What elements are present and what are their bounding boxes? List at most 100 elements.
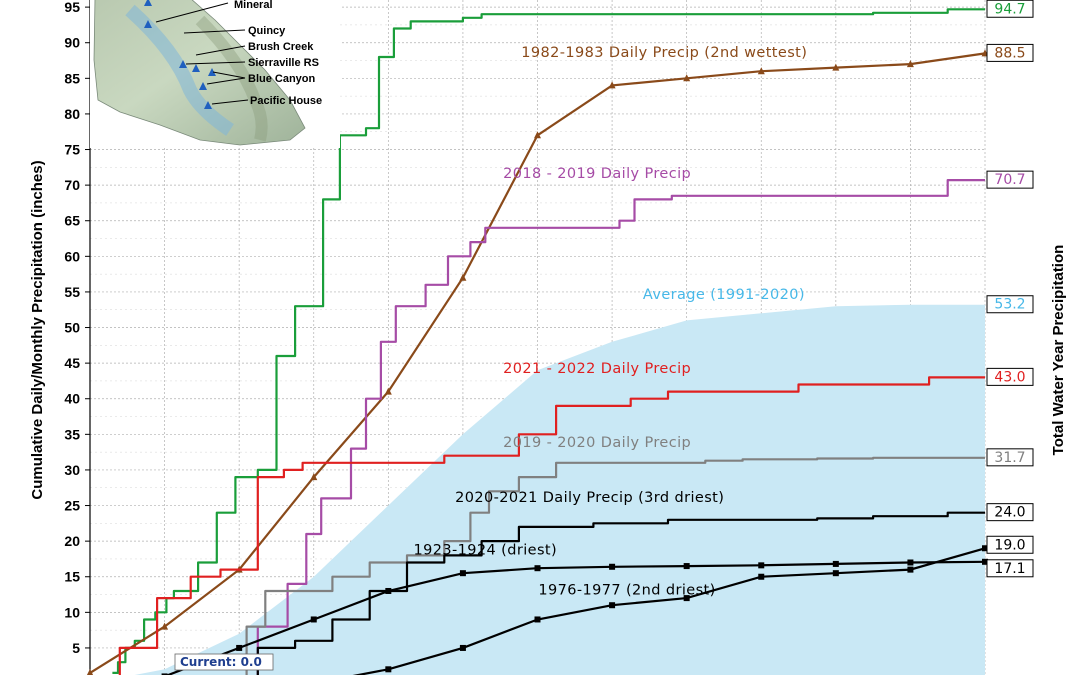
- end-value-label: 19.0: [994, 537, 1025, 553]
- series-marker: [161, 622, 169, 630]
- series-marker: [459, 644, 466, 651]
- end-value-label: 31.7: [994, 450, 1025, 466]
- end-value-box: [986, 295, 1034, 314]
- series-marker: [683, 595, 690, 602]
- series-marker: [384, 387, 392, 395]
- end-value-label: 53.2: [994, 297, 1025, 313]
- y-tick-label: 50: [64, 320, 80, 336]
- map-pointers: [155, 2, 249, 105]
- map-mountains: [195, 15, 268, 142]
- series-marker: [385, 587, 392, 594]
- end-value-box: [986, 535, 1034, 554]
- series-annotation: 2018 - 2019 Daily Precip: [503, 166, 691, 182]
- station-label-sierraville: Sierraville RS: [248, 57, 319, 69]
- series-annotation: 1982-1983 Daily Precip (2nd wettest): [521, 45, 807, 61]
- series-marker: [459, 273, 467, 281]
- y-tick-label: 15: [64, 569, 80, 585]
- station-marker: [144, 20, 152, 28]
- series-marker: [832, 570, 839, 577]
- series-marker: [310, 473, 318, 481]
- series-annotation: 2020-2021 Daily Precip (3rd driest): [455, 490, 724, 506]
- series-annotation: 1976-1977 (2nd driest): [538, 583, 715, 599]
- station-marker: [192, 64, 200, 72]
- series-marker: [683, 74, 691, 82]
- station-marker: [199, 82, 207, 90]
- y-tick-label: 80: [64, 106, 80, 122]
- current-label: Current: 0.0: [174, 653, 274, 671]
- station-marker: [179, 60, 187, 68]
- series-annotation: 2019 - 2020 Daily Precip: [503, 435, 691, 451]
- station-label-brush-creek: Brush Creek: [248, 41, 314, 53]
- series-line: [245, 456, 985, 680]
- series-layer: [86, 8, 989, 680]
- series-marker: [907, 566, 914, 573]
- series-line: [118, 376, 985, 680]
- y-tick-label: 10: [64, 604, 80, 620]
- average-area-fill: [90, 304, 985, 680]
- y-tick-label: 25: [64, 498, 80, 514]
- y-ticks: 5 10 15 20 25 30 35 40 45 50 55 60 65 70 75 80 85 90 95: [64, 0, 90, 656]
- y-tick-label: 5: [72, 640, 80, 656]
- series-marker: [534, 565, 541, 572]
- end-value-box: [986, 170, 1034, 189]
- y-tick-label: 70: [64, 177, 80, 193]
- current-label-box: [174, 653, 274, 671]
- station-marker: [208, 68, 216, 76]
- end-value-box: [986, 0, 1034, 18]
- series-marker: [683, 563, 690, 570]
- series-line: [219, 511, 985, 680]
- y-tick-label: 30: [64, 462, 80, 478]
- map-terrain: [93, 0, 306, 146]
- station-label-blue-canyon: Blue Canyon: [248, 73, 316, 85]
- y-tick-label: 75: [64, 142, 80, 158]
- y-axis-label: Cumulative Daily/Monthly Precipitation (…: [29, 160, 46, 499]
- series-marker: [609, 563, 616, 570]
- series-marker: [385, 666, 392, 673]
- y-axis-label-right: Total Water Year Precipitation: [1050, 245, 1067, 456]
- series-annotation: 1923-1924 (driest): [414, 543, 558, 559]
- series-marker: [236, 644, 243, 651]
- series-marker: [608, 81, 616, 89]
- series-annotation: Average (1991-2020): [643, 287, 805, 303]
- end-value-label: 70.7: [994, 172, 1025, 188]
- end-value-label: 88.5: [994, 45, 1025, 61]
- series-marker: [758, 573, 765, 580]
- series-marker: [534, 131, 541, 139]
- end-value-boxes: 94.7 88.5 70.7 53.2 43.0 31.7 24.0 17.1 19.0: [986, 0, 1034, 578]
- station-label-quincy: Quincy: [248, 25, 286, 37]
- series-marker: [534, 616, 541, 623]
- series-marker: [832, 63, 840, 71]
- station-map-inset: Mineral Quincy Brush Creek Sierraville R…: [90, 0, 340, 148]
- y-tick-label: 95: [64, 0, 80, 15]
- end-value-box: [986, 503, 1034, 522]
- end-value-label: 94.7: [994, 1, 1025, 17]
- end-value-label: 43.0: [994, 369, 1025, 385]
- station-marker: [144, 0, 152, 6]
- series-marker: [982, 545, 988, 552]
- y-tick-label: 90: [64, 35, 80, 51]
- y-tick-label: 20: [64, 533, 80, 549]
- y-tick-label: 35: [64, 426, 80, 442]
- series-marker: [758, 562, 765, 569]
- series-marker: [86, 668, 94, 676]
- series-marker: [609, 602, 616, 609]
- station-label-mineral: Mineral: [234, 0, 273, 11]
- end-value-box: [986, 559, 1034, 578]
- end-value-label: 24.0: [994, 505, 1025, 521]
- end-value-box: [986, 367, 1034, 386]
- y-tick-label: 55: [64, 284, 80, 300]
- map-valley: [125, 4, 234, 136]
- y-tick-label: 65: [64, 213, 80, 229]
- end-value-box: [986, 448, 1034, 467]
- current-label-text: Current: 0.0: [180, 655, 262, 669]
- series-line: [256, 179, 985, 680]
- y-tick-label: 45: [64, 355, 80, 371]
- y-tick-label: 40: [64, 391, 80, 407]
- average-area: [90, 304, 985, 680]
- series-marker: [907, 559, 914, 566]
- end-value-label: 17.1: [994, 561, 1025, 577]
- series-marker: [757, 67, 765, 75]
- y-tick-label: 60: [64, 248, 80, 264]
